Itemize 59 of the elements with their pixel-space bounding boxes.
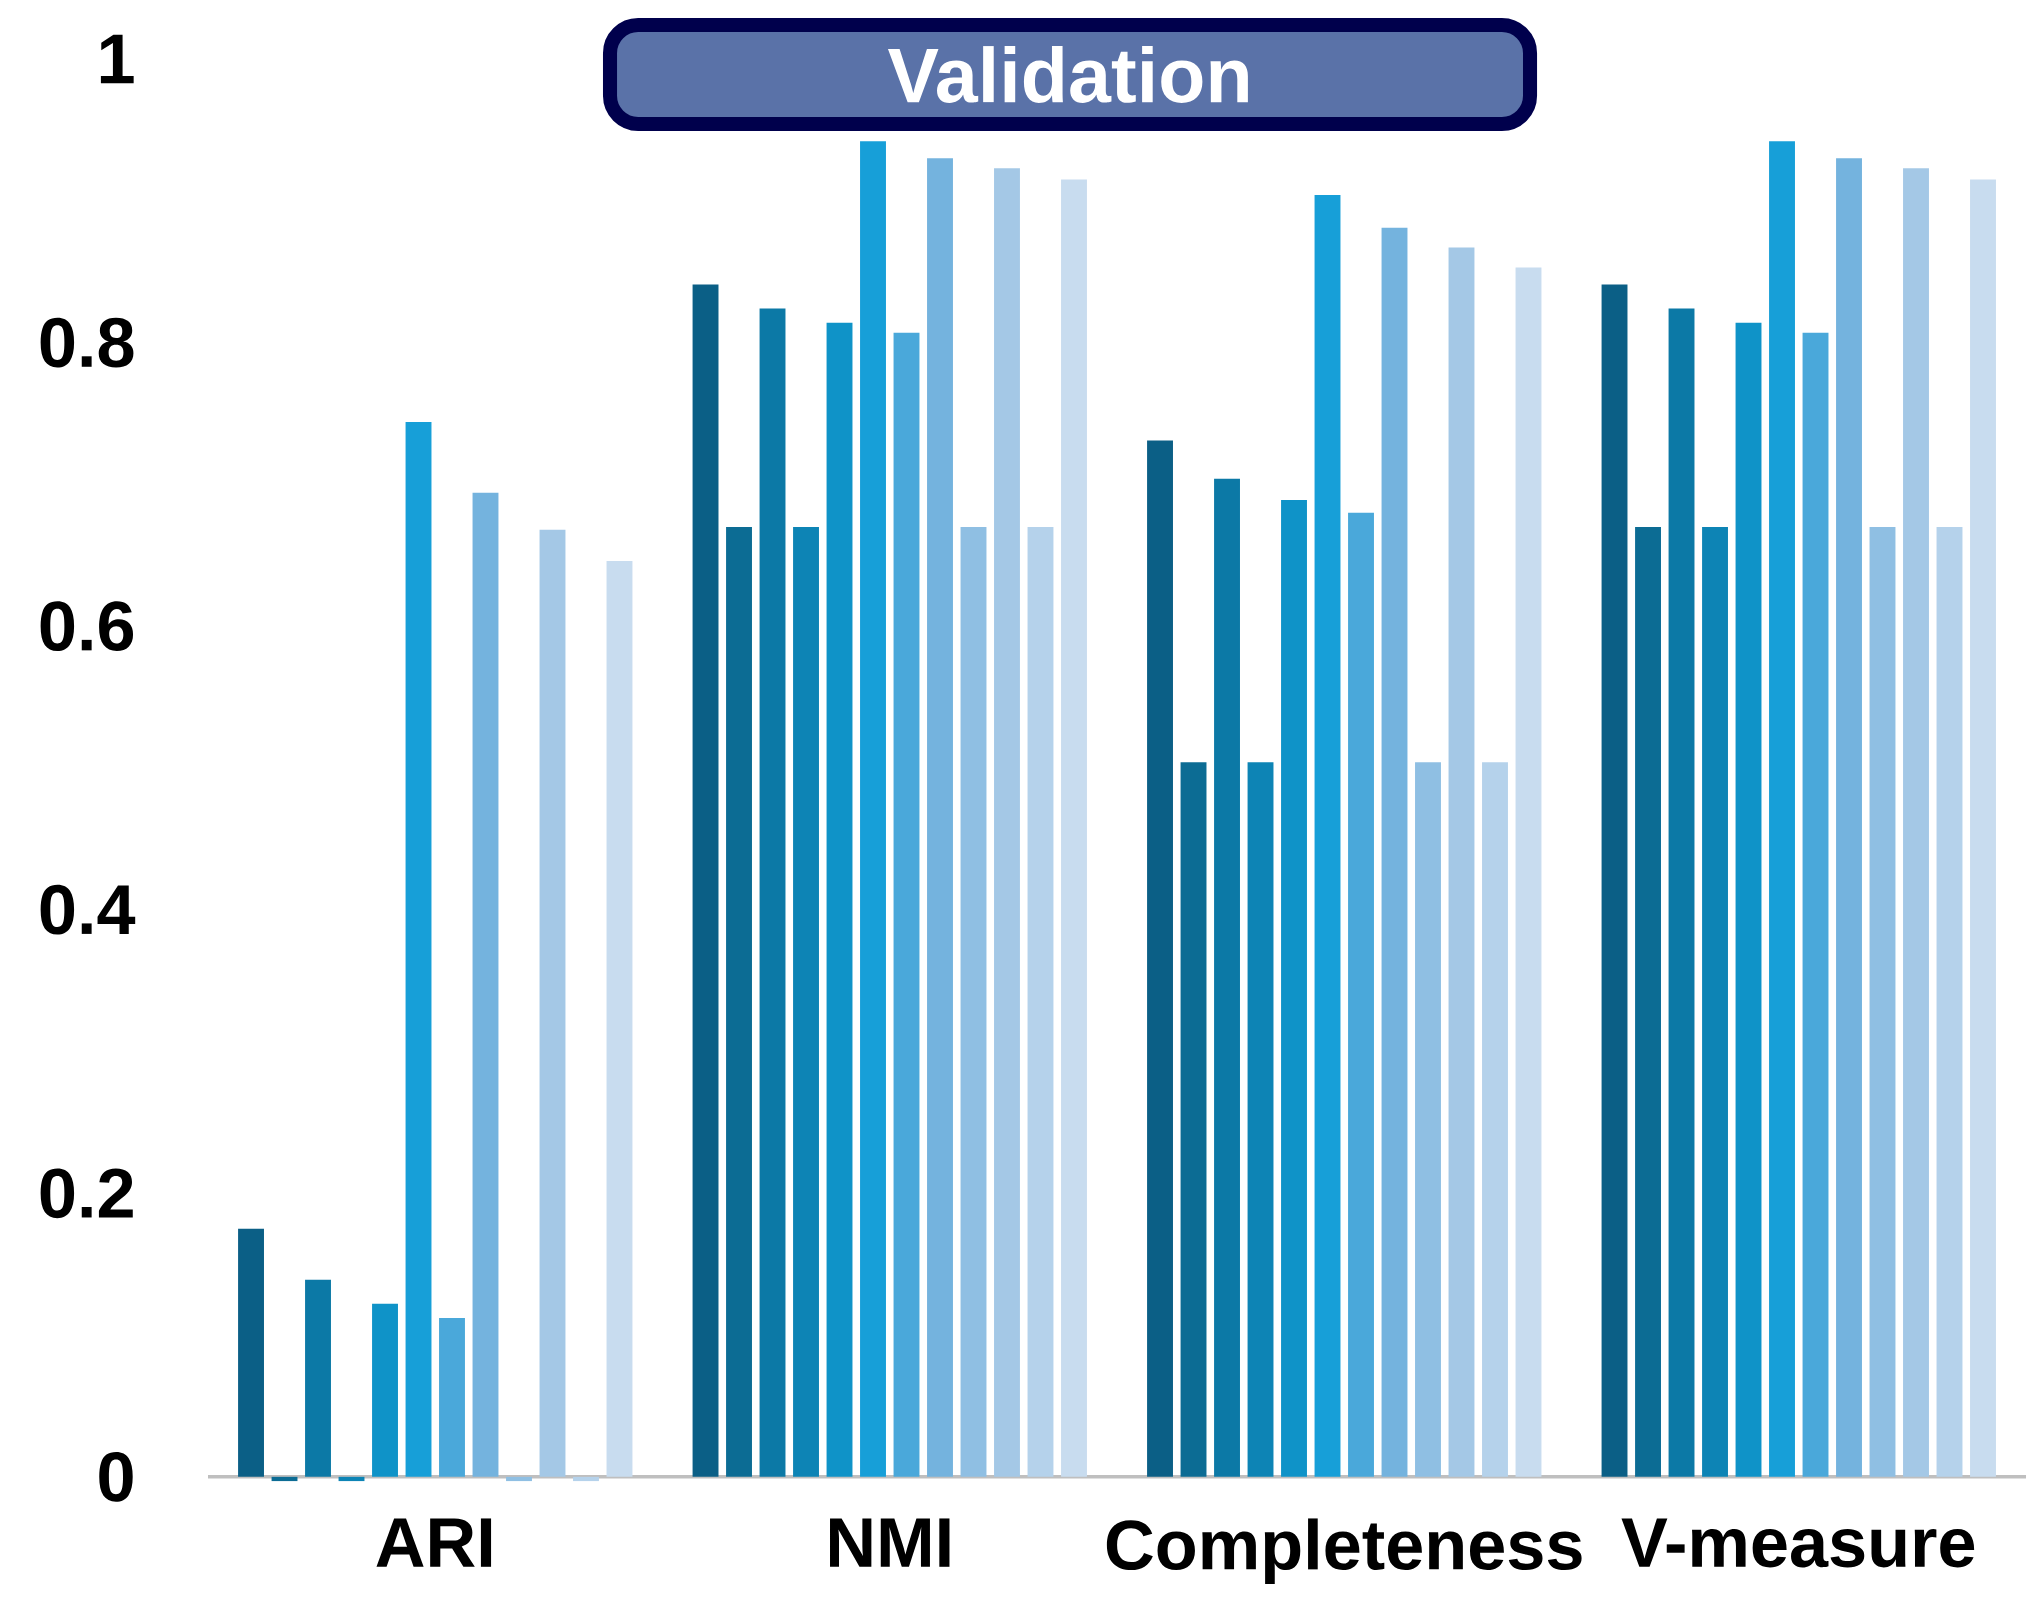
bar bbox=[1061, 179, 1087, 1477]
bar bbox=[1668, 308, 1695, 1477]
bar bbox=[405, 421, 432, 1477]
bar bbox=[1936, 526, 1963, 1477]
bar bbox=[573, 1476, 599, 1482]
bar bbox=[271, 1476, 298, 1482]
bar bbox=[1769, 141, 1795, 1477]
chart-title: Validation bbox=[887, 46, 1248, 103]
bar bbox=[1802, 332, 1829, 1477]
bar bbox=[1735, 322, 1762, 1477]
bar bbox=[1147, 440, 1173, 1477]
bar bbox=[994, 168, 1020, 1477]
bar bbox=[1601, 284, 1628, 1477]
y-tick-label: 0.2 bbox=[40, 1168, 133, 1219]
bar bbox=[826, 322, 853, 1477]
x-tick-label: ARI bbox=[376, 1518, 492, 1567]
bar bbox=[1515, 267, 1542, 1477]
bar bbox=[305, 1279, 331, 1477]
bar bbox=[1214, 478, 1240, 1477]
y-tick-label: 0.8 bbox=[40, 317, 134, 368]
bar bbox=[1970, 179, 1996, 1477]
bar bbox=[1836, 158, 1862, 1477]
bar bbox=[539, 529, 566, 1477]
bar bbox=[960, 526, 987, 1477]
bar bbox=[506, 1476, 532, 1482]
bar bbox=[1180, 762, 1207, 1477]
bar bbox=[1482, 762, 1508, 1477]
bar bbox=[1381, 227, 1408, 1477]
bar bbox=[1635, 526, 1661, 1477]
bar bbox=[1314, 195, 1341, 1477]
y-tick-label: 0 bbox=[99, 1451, 133, 1502]
bar bbox=[1348, 512, 1374, 1477]
bar bbox=[472, 492, 499, 1477]
bar bbox=[1247, 762, 1274, 1477]
bar bbox=[793, 526, 819, 1477]
bar bbox=[372, 1303, 398, 1477]
y-tick-label: 0.4 bbox=[40, 884, 136, 935]
bar bbox=[860, 141, 886, 1477]
bar bbox=[606, 560, 633, 1477]
bar bbox=[1702, 526, 1728, 1477]
bar bbox=[1027, 526, 1054, 1477]
bar bbox=[1869, 526, 1896, 1477]
bar bbox=[439, 1318, 465, 1477]
bar bbox=[893, 332, 920, 1477]
bar bbox=[338, 1476, 365, 1482]
x-tick-label: Completeness bbox=[1106, 1518, 1582, 1584]
bar bbox=[692, 284, 719, 1477]
bar bbox=[726, 526, 752, 1477]
bar bbox=[238, 1228, 264, 1477]
y-tick-label: 1 bbox=[100, 34, 134, 84]
x-tick-label: NMI bbox=[830, 1518, 950, 1567]
bar bbox=[1281, 499, 1307, 1477]
y-tick-label: 0.6 bbox=[40, 601, 134, 651]
bar bbox=[927, 158, 953, 1477]
bar bbox=[759, 308, 786, 1477]
bar bbox=[1415, 762, 1441, 1477]
x-tick-label: V-measure bbox=[1621, 1518, 1975, 1568]
bar bbox=[1448, 247, 1475, 1477]
bar bbox=[1903, 168, 1929, 1477]
